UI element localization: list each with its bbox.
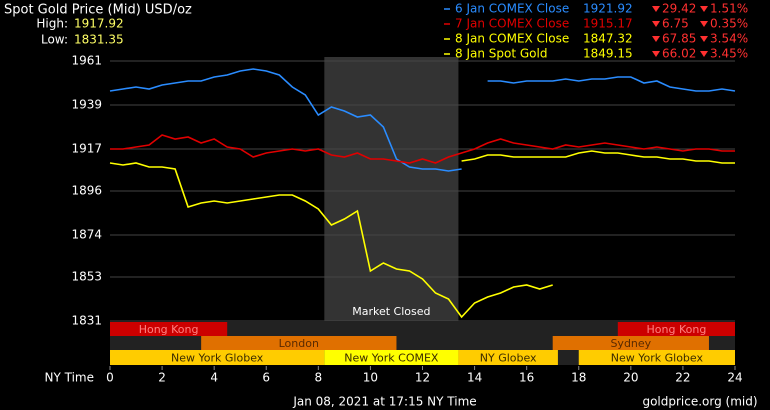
down-arrow	[700, 6, 708, 12]
down-arrow	[652, 36, 660, 42]
legend-close: 1915.17	[583, 17, 633, 31]
y-tick-label: 1853	[71, 270, 102, 284]
legend-change: 66.02	[662, 47, 696, 61]
legend-change: 29.42	[662, 2, 696, 16]
y-tick-label: 1896	[71, 184, 102, 198]
high-value: 1917.92	[74, 17, 124, 31]
legend-change-pct: 3.45%	[710, 47, 748, 61]
x-tick-label: 2	[158, 371, 166, 385]
market-closed-region	[324, 57, 459, 321]
legend-change-pct: 1.51%	[710, 2, 748, 16]
session-bar	[458, 350, 558, 365]
price-line	[461, 150, 735, 164]
x-tick-label: 18	[571, 371, 586, 385]
legend-close: 1847.32	[583, 32, 633, 46]
legend-name: 8 Jan Spot Gold	[455, 47, 547, 61]
low-value: 1831.35	[74, 33, 124, 47]
x-tick-label: 0	[106, 371, 114, 385]
session-bar	[110, 350, 325, 365]
legend-change-pct: 3.54%	[710, 32, 748, 46]
session-bar	[617, 322, 735, 336]
legend-name: 8 Jan COMEX Close	[455, 32, 569, 46]
footer: Jan 08, 2021 at 17:15 NY Time	[292, 395, 476, 409]
down-arrow	[700, 36, 708, 42]
x-tick-label: 14	[467, 371, 482, 385]
price-line	[109, 162, 553, 319]
chart-title: Spot Gold Price (Mid) USD/oz	[4, 3, 192, 18]
y-tick-label: 1961	[71, 54, 102, 68]
legend-name: 7 Jan COMEX Close	[455, 17, 569, 31]
x-tick-label: 16	[519, 371, 534, 385]
session-bar	[201, 336, 397, 350]
y-tick-label: 1874	[71, 228, 102, 242]
x-tick-label: 4	[210, 371, 218, 385]
price-line	[110, 134, 735, 164]
session-bar	[324, 350, 459, 365]
high-label: High:	[36, 17, 68, 31]
x-tick-label: 6	[262, 371, 270, 385]
x-tick-label: 24	[727, 371, 742, 385]
session-label: NY Globex	[480, 352, 537, 365]
session-label: New York Globex	[611, 352, 704, 365]
down-arrow	[700, 51, 708, 57]
session-label: New York Globex	[171, 352, 264, 365]
session-bar	[110, 322, 228, 336]
low-label: Low:	[41, 33, 68, 47]
y-tick-label: 1917	[71, 142, 102, 156]
legend-change-pct: 0.35%	[710, 17, 748, 31]
x-tick-label: 10	[363, 371, 378, 385]
x-tick-label: 8	[315, 371, 323, 385]
down-arrow	[652, 21, 660, 27]
x-tick-label: 22	[675, 371, 690, 385]
x-tick-label: 20	[623, 371, 638, 385]
session-label: Sydney	[610, 337, 651, 350]
legend-change: 6.75	[662, 17, 689, 31]
market-closed-label: Market Closed	[352, 305, 430, 318]
y-tick-label: 1939	[71, 98, 102, 112]
session-label: Hong Kong	[139, 323, 199, 336]
session-label: London	[279, 337, 319, 350]
legend-close: 1921.92	[583, 2, 633, 16]
down-arrow	[652, 51, 660, 57]
legend-name: 6 Jan COMEX Close	[455, 2, 569, 16]
session-label: New York COMEX	[344, 352, 439, 365]
down-arrow	[700, 21, 708, 27]
x-tick-label: 12	[415, 371, 430, 385]
session-row	[110, 322, 735, 336]
price-line	[109, 68, 736, 172]
legend-close: 1849.15	[583, 47, 633, 61]
down-arrow	[652, 6, 660, 12]
legend-change: 67.85	[662, 32, 696, 46]
session-label: Hong Kong	[647, 323, 707, 336]
y-tick-label: 1831	[71, 314, 102, 328]
session-bar	[578, 350, 735, 365]
source: goldprice.org (mid)	[642, 395, 757, 409]
x-axis-label: NY Time	[45, 371, 95, 385]
session-bar	[552, 336, 709, 350]
